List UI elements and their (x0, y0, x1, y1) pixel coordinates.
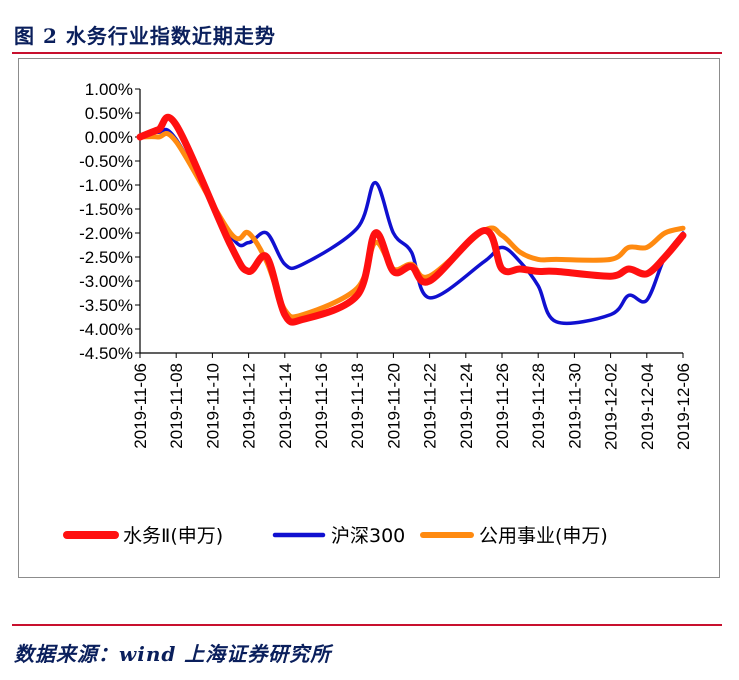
x-tick-label: 2019-11-20 (384, 363, 403, 449)
x-tick-label: 2019-11-10 (203, 363, 222, 449)
y-tick-label: 0.00% (85, 128, 133, 147)
x-tick-label: 2019-12-06 (674, 363, 693, 450)
x-tick-label: 2019-11-18 (348, 363, 367, 449)
chart-frame: 1.00% 0.50% 0.00% -0.50% -1.00% -1.50% -2.00% -… (18, 58, 720, 578)
figure-title: 图 2 水务行业指数近期走势 (14, 24, 276, 48)
y-tick-label: -4.00% (79, 320, 133, 339)
y-axis: 1.00% 0.50% 0.00% -0.50% -1.00% -1.50% -2.00% -… (79, 80, 141, 363)
x-tick-label: 2019-11-28 (529, 363, 548, 449)
series-line-2 (138, 127, 685, 326)
y-tick-label: 0.50% (85, 104, 133, 123)
x-tick-label: 2019-11-24 (457, 363, 476, 449)
x-tick-label: 2019-11-14 (276, 363, 295, 449)
x-tick-label: 2019-11-26 (493, 363, 512, 449)
legend: 水务Ⅱ(申万) 沪深300 公用事业(申万) (63, 525, 608, 547)
series-lines (136, 113, 687, 326)
y-tick-label: -2.00% (79, 224, 133, 243)
y-tick-label: -3.00% (79, 272, 133, 291)
y-tick-label: -1.50% (79, 200, 133, 219)
legend-label: 公用事业(申万) (479, 525, 608, 547)
source-note: 数据来源：wind 上海证券研究所 (14, 642, 332, 666)
y-tick-label: -3.50% (79, 296, 133, 315)
legend-label: 水务Ⅱ(申万) (123, 525, 223, 547)
line-chart: 1.00% 0.50% 0.00% -0.50% -1.00% -1.50% -2.00% -… (63, 80, 693, 547)
x-tick-label: 2019-11-12 (240, 363, 259, 449)
x-tick-label: 2019-11-08 (167, 363, 186, 449)
x-tick-label: 2019-11-06 (131, 363, 150, 449)
x-tick-label: 2019-11-16 (312, 363, 331, 449)
x-tick-label: 2019-12-02 (602, 363, 621, 450)
x-axis: 2019-11-06 2019-11-08 2019-11-10 2019-11-12… (131, 352, 693, 450)
legend-label: 沪深300 (331, 525, 405, 547)
footer-divider (12, 624, 722, 626)
x-tick-label: 2019-11-30 (565, 363, 584, 449)
series-line-1 (136, 113, 687, 326)
x-tick-label: 2019-12-04 (638, 363, 657, 450)
y-tick-label: 1.00% (85, 80, 133, 99)
x-tick-label: 2019-11-22 (421, 363, 440, 449)
y-tick-label: -4.50% (79, 344, 133, 363)
y-tick-label: -2.50% (79, 248, 133, 267)
y-tick-label: -1.00% (79, 176, 133, 195)
title-divider (12, 52, 722, 54)
y-tick-label: -0.50% (79, 152, 133, 171)
